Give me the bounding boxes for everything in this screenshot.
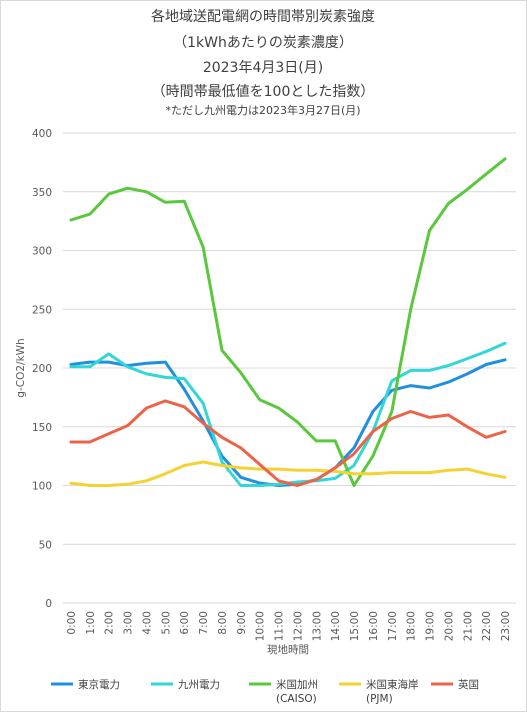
y-tick-label: 50	[39, 539, 52, 551]
legend-label: 米国加州(CAISO)	[276, 678, 318, 705]
x-tick-label: 17:00	[387, 611, 399, 641]
series-line-2	[69, 157, 507, 487]
y-tick-labels: 0 50 100 150 200 250 300 350 400	[32, 128, 52, 610]
x-tick-label: 14:00	[330, 611, 342, 641]
y-tick-label: 400	[32, 128, 52, 140]
series-line-3	[69, 460, 507, 487]
series-lines	[69, 157, 507, 487]
x-tick-labels: 0:00 1:00 2:00 3:00 4:00 5:00 6:00 7:00 8:00 9:00…	[66, 611, 512, 641]
y-tick-label: 200	[32, 363, 52, 375]
y-tick-label: 100	[32, 481, 52, 493]
chart-title-line: （時間帯最低値を100とした指数）	[152, 84, 375, 100]
x-tick-label: 20:00	[443, 611, 455, 641]
x-tick-label: 11:00	[274, 611, 286, 641]
x-tick-label: 21:00	[462, 611, 474, 641]
x-tick-label: 10:00	[255, 611, 267, 641]
x-tick-label: 18:00	[406, 611, 418, 641]
chart-titles: 各地域送配電網の時間帯別炭素強度 （1kWhあたりの炭素濃度） 2023年4月3日(…	[151, 9, 375, 117]
x-tick-label: 19:00	[425, 611, 437, 641]
y-axis-label: g-CO2/kWh	[15, 338, 27, 397]
x-tick-label: 23:00	[500, 611, 512, 641]
series-line-4	[69, 399, 507, 487]
y-tick-label: 0	[45, 598, 52, 610]
legend: 東京電力 九州電力 米国加州(CAISO) 米国東海岸(PJM) 英国	[51, 678, 479, 705]
legend-label: 九州電力	[178, 678, 220, 691]
x-tick-label: 13:00	[311, 611, 323, 641]
x-tick-label: 9:00	[236, 611, 248, 635]
x-axis-label: 現地時間	[267, 643, 309, 656]
series-line-0	[69, 358, 507, 487]
chart-subtitle: *ただし九州電力は2023年3月27日(月)	[165, 103, 360, 117]
x-tick-label: 6:00	[179, 611, 191, 635]
x-tick-label: 15:00	[349, 611, 361, 641]
x-tick-label: 2:00	[104, 611, 116, 635]
x-tick-label: 7:00	[198, 611, 210, 635]
x-tick-label: 5:00	[160, 611, 172, 635]
legend-label: 英国	[458, 678, 479, 691]
y-tick-label: 250	[32, 304, 52, 316]
x-tick-label: 8:00	[217, 611, 229, 635]
x-tick-label: 3:00	[123, 611, 135, 635]
chart-title-line: 2023年4月3日(月)	[203, 60, 323, 76]
chart-title-line: （1kWhあたりの炭素濃度）	[173, 35, 353, 51]
legend-label: 米国東海岸(PJM)	[366, 678, 419, 705]
x-tick-label: 1:00	[85, 611, 97, 635]
x-tick-label: 0:00	[66, 611, 78, 635]
y-tick-label: 150	[32, 422, 52, 434]
legend-label: 東京電力	[78, 678, 120, 691]
x-tick-label: 4:00	[141, 611, 153, 635]
gridlines	[63, 132, 516, 604]
x-tick-label: 22:00	[481, 611, 493, 641]
x-tick-label: 12:00	[292, 611, 304, 641]
x-tick-label: 16:00	[368, 611, 380, 641]
y-tick-label: 300	[32, 246, 52, 258]
chart-title-line: 各地域送配電網の時間帯別炭素強度	[151, 9, 375, 25]
y-tick-label: 350	[32, 187, 52, 199]
